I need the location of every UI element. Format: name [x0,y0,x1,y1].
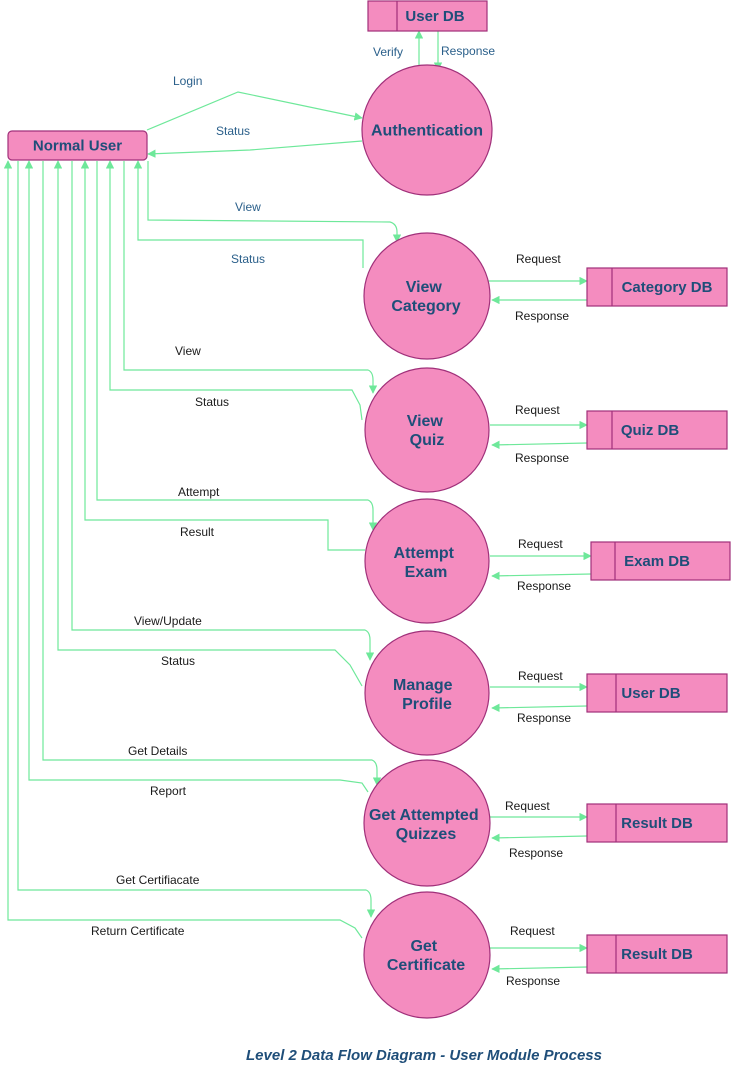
label-cat-response: Response [515,309,569,323]
label-report: Report [150,784,187,798]
flow-auth-status [147,140,363,158]
process-authentication-label: Authentication [371,123,483,140]
flow-labels: Login Status Verify Response View Status… [91,44,571,988]
flow-cat-view [147,161,402,243]
store-user-db: User DB [586,673,728,713]
store-category-db: Category DB [586,267,728,307]
flow-profile-response [491,703,588,713]
process-get-certificate-line1: Get [410,938,437,955]
store-result-db-1: Result DB [586,803,728,843]
process-gaq-line1: Get Attempted [369,807,479,824]
process-view-quiz: View Quiz [364,367,490,493]
svg-text:Get Attempted Quizzes: Get Attempted Quizzes [369,807,483,843]
entity-normal-user-label: Normal User [33,138,122,155]
store-exam-db-label: Exam DB [624,553,690,570]
label-quiz-view: View [175,344,201,358]
flow-return-certificate [3,160,363,939]
process-view-category: View Category [363,232,491,360]
process-authentication: Authentication [361,64,493,196]
process-view-quiz-line2: Quiz [410,432,445,449]
label-profile-status: Status [161,654,195,668]
diagram-caption: Level 2 Data Flow Diagram - User Module … [246,1047,602,1064]
flow-result [80,160,365,551]
process-view-quiz-line1: View [407,413,444,430]
process-get-attempted-quizzes: Get Attempted Quizzes [363,759,491,887]
flow-quiz-view [123,161,378,394]
store-result-db-2-label: Result DB [621,946,693,963]
label-quiz-status: Status [195,395,229,409]
label-verify: Verify [373,45,403,59]
store-result-db-2: Result DB [586,934,728,974]
store-result-db-1-label: Result DB [621,815,693,832]
label-cert-request: Request [510,924,555,938]
label-result: Result [180,525,215,539]
store-user-db-top: User DB [367,0,488,32]
store-exam-db: Exam DB [590,541,731,581]
store-quiz-db: Quiz DB [586,410,728,450]
label-get-details: Get Details [128,744,187,758]
label-auth-response: Response [441,44,495,58]
label-gaq-request: Request [505,799,550,813]
label-auth-status: Status [216,124,250,138]
svg-text:View Category: View Category [391,279,460,315]
process-attempt-exam-line1: Attempt [394,545,455,562]
process-get-certificate-line2: Certificate [387,957,465,974]
flow-attempt [96,161,378,531]
process-manage-profile: Manage Profile [364,630,490,756]
label-gaq-response: Response [509,846,563,860]
flow-quiz-status [105,160,363,421]
label-return-certificate: Return Certificate [91,924,185,938]
label-quiz-response: Response [515,451,569,465]
label-exam-response: Response [517,579,571,593]
label-cat-status: Status [231,252,265,266]
label-profile-request: Request [518,669,563,683]
label-profile-response: Response [517,711,571,725]
label-cat-view: View [235,200,261,214]
process-manage-profile-line1: Manage [393,677,453,694]
flow-cat-status [133,160,364,268]
process-get-certificate: Get Certificate [363,891,491,1019]
svg-text:Manage Profile: Manage Profile [393,677,457,713]
label-login: Login [173,74,202,88]
svg-text:View Quiz: View Quiz [407,413,448,449]
store-category-db-label: Category DB [622,279,713,296]
svg-text:Get Certificate: Get Certificate [387,938,465,974]
flow-profile-status [53,160,363,687]
flow-view-update [71,161,375,661]
label-exam-request: Request [518,537,563,551]
flow-get-certificate [17,161,376,918]
flow-gaq-response [491,833,588,843]
process-manage-profile-line2: Profile [402,696,452,713]
flow-login [146,91,363,131]
label-get-certificate: Get Certifiacate [116,873,200,887]
process-attempt-exam: Attempt Exam [364,498,490,624]
svg-text:Attempt Exam: Attempt Exam [394,545,459,581]
process-view-category-line1: View [406,279,443,296]
label-cert-response: Response [506,974,560,988]
flow-cert-response [491,964,588,974]
flows [3,30,592,974]
flow-report [24,160,369,793]
flow-quiz-response [491,440,588,450]
label-cat-request: Request [516,252,561,266]
label-quiz-request: Request [515,403,560,417]
label-attempt: Attempt [178,485,220,499]
store-user-db-top-label: User DB [405,8,464,25]
entity-normal-user: Normal User [7,130,148,161]
label-view-update: View/Update [134,614,202,628]
store-quiz-db-label: Quiz DB [621,422,679,439]
flow-get-details [42,161,382,786]
process-view-category-line2: Category [391,298,460,315]
process-attempt-exam-line2: Exam [405,564,448,581]
process-gaq-line2: Quizzes [396,826,457,843]
flow-exam-response [491,571,592,581]
store-user-db-label: User DB [621,685,680,702]
